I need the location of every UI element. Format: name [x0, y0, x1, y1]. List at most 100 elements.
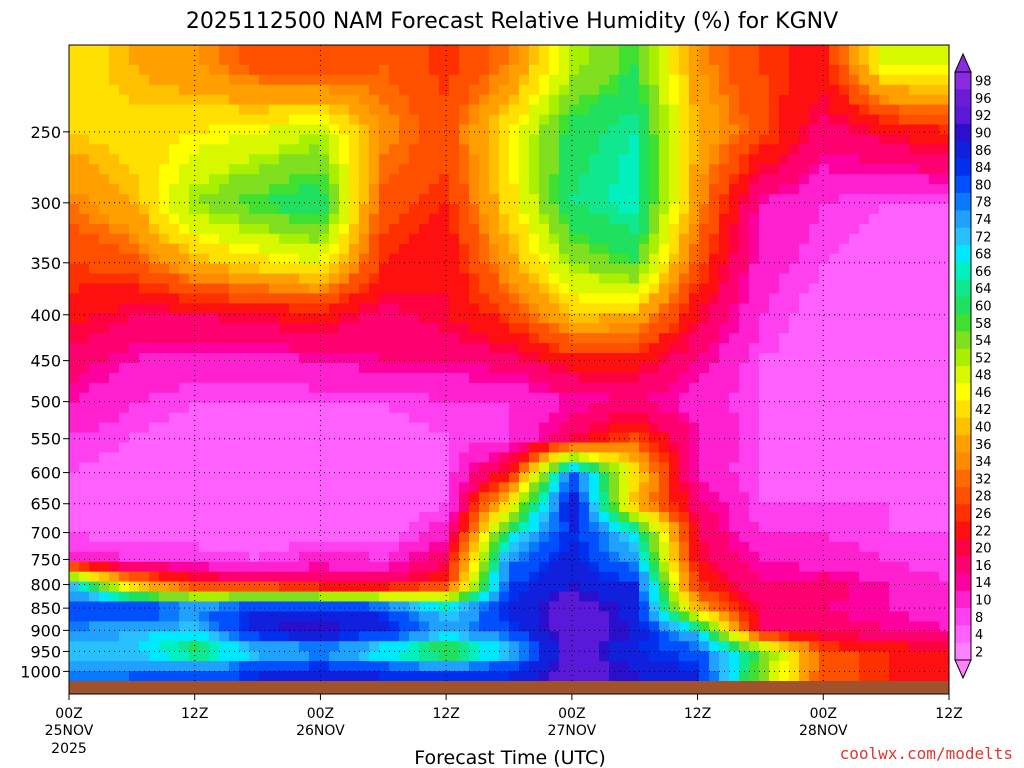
field-cell — [109, 531, 120, 543]
field-cell — [689, 124, 700, 136]
field-cell — [689, 263, 700, 275]
field-cell — [129, 313, 140, 324]
field-cell — [169, 243, 180, 255]
field-cell — [759, 372, 770, 384]
field-cell — [489, 273, 500, 285]
field-cell — [629, 45, 640, 56]
field-cell — [649, 462, 660, 473]
field-cell — [749, 124, 760, 136]
field-cell — [339, 184, 350, 195]
field-cell — [589, 492, 600, 503]
field-cell — [719, 233, 730, 245]
field-cell — [659, 522, 670, 533]
field-cell — [659, 54, 670, 66]
field-cell — [829, 303, 840, 314]
field-cell — [719, 333, 730, 344]
field-cell — [119, 184, 130, 195]
field-cell — [839, 422, 850, 434]
field-cell — [859, 253, 870, 265]
field-cell — [539, 174, 550, 185]
field-cell — [889, 422, 900, 434]
field-cell — [389, 74, 400, 86]
field-cell — [799, 541, 810, 553]
field-cell — [849, 492, 860, 503]
field-cell — [329, 512, 340, 523]
field-cell — [809, 482, 820, 493]
field-cell — [489, 84, 500, 96]
field-cell — [849, 442, 860, 454]
field-cell — [159, 561, 170, 573]
field-cell — [669, 303, 680, 314]
field-cell — [69, 522, 80, 533]
field-cell — [689, 561, 700, 573]
field-cell — [309, 382, 320, 394]
field-cell — [439, 74, 450, 86]
field-cell — [79, 581, 90, 593]
field-cell — [709, 343, 720, 354]
field-cell — [809, 54, 820, 66]
field-cell — [689, 392, 700, 404]
field-cell — [479, 343, 490, 354]
field-cell — [69, 392, 80, 404]
field-cell — [199, 164, 210, 175]
field-cell — [549, 472, 560, 483]
field-cell — [109, 283, 120, 295]
field-cell — [119, 333, 130, 344]
field-cell — [329, 283, 340, 295]
field-cell — [439, 204, 450, 215]
field-cell — [69, 442, 80, 454]
field-cell — [669, 273, 680, 285]
field-cell — [759, 233, 770, 245]
field-cell — [769, 184, 780, 195]
field-cell — [539, 571, 550, 583]
field-cell — [269, 541, 280, 553]
field-cell — [609, 541, 620, 553]
field-cell — [819, 64, 830, 76]
field-cell — [289, 591, 300, 603]
field-cell — [419, 54, 430, 66]
field-cell — [869, 512, 880, 523]
field-cell — [419, 45, 430, 56]
field-cell — [229, 333, 240, 344]
field-cell — [569, 114, 580, 126]
field-cell — [659, 74, 670, 86]
field-cell — [639, 442, 650, 454]
field-cell — [79, 273, 90, 285]
field-cell — [809, 452, 820, 463]
field-cell — [919, 472, 930, 483]
field-cell — [649, 233, 660, 245]
field-cell — [209, 581, 220, 593]
field-cell — [109, 114, 120, 126]
field-cell — [409, 213, 420, 225]
field-cell — [99, 522, 110, 533]
field-cell — [359, 194, 370, 205]
field-cell — [389, 343, 400, 354]
field-cell — [119, 591, 130, 603]
field-cell — [449, 223, 460, 235]
field-cell — [689, 601, 700, 613]
field-cell — [79, 482, 90, 493]
field-cell — [289, 213, 300, 225]
field-cell — [509, 382, 520, 394]
field-cell — [719, 243, 730, 255]
field-cell — [69, 591, 80, 603]
field-cell — [269, 472, 280, 483]
field-cell — [289, 114, 300, 126]
field-cell — [839, 243, 850, 255]
field-cell — [729, 472, 740, 483]
field-cell — [319, 243, 330, 255]
field-cell — [439, 412, 450, 424]
field-cell — [819, 184, 830, 195]
field-cell — [129, 84, 140, 96]
field-cell — [129, 492, 140, 503]
field-cell — [249, 74, 260, 86]
field-cell — [279, 164, 290, 175]
field-cell — [109, 303, 120, 314]
field-cell — [919, 303, 930, 314]
field-cell — [369, 45, 380, 56]
field-cell — [709, 303, 720, 314]
field-cell — [579, 392, 590, 404]
field-cell — [639, 363, 650, 374]
field-cell — [629, 64, 640, 76]
field-cell — [719, 432, 730, 444]
